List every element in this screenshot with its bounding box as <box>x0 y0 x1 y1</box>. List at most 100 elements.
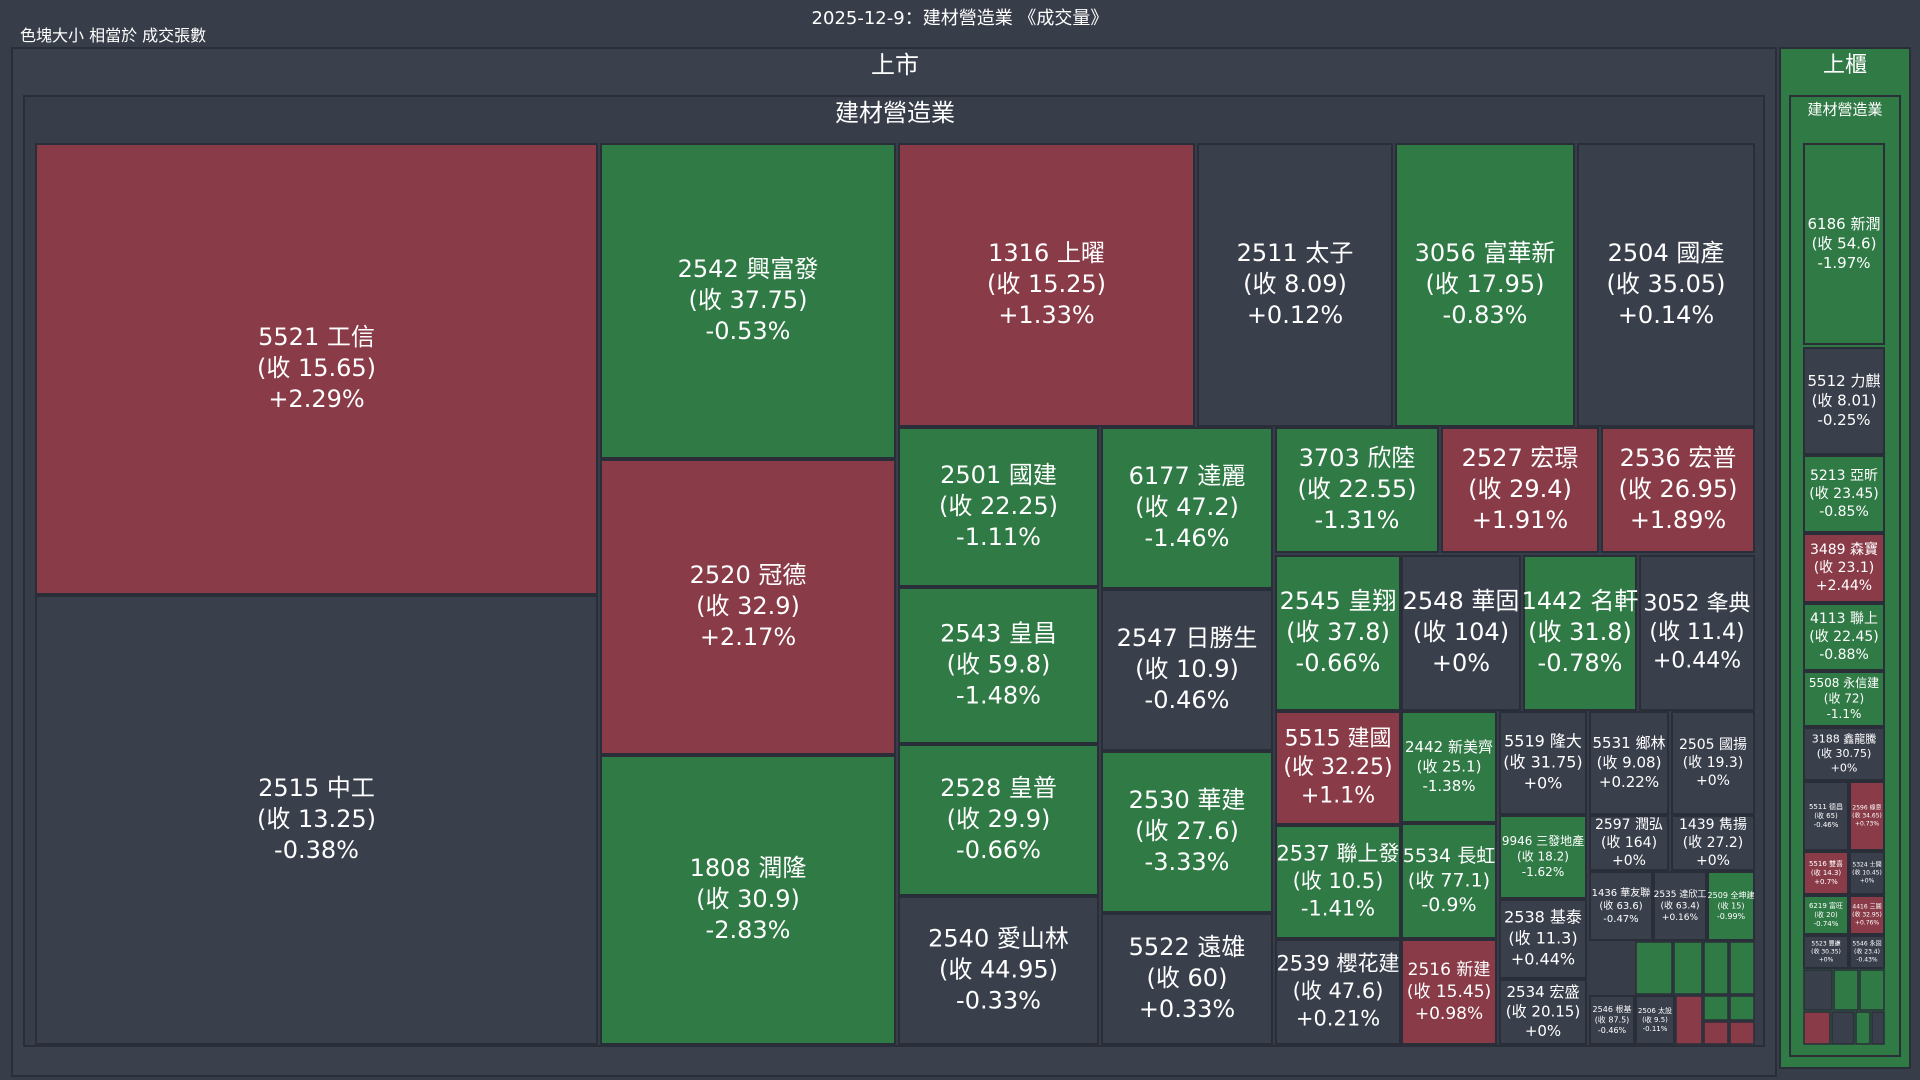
tile-change: -0.66% <box>1296 649 1381 677</box>
tile-rect <box>1101 427 1273 589</box>
tile-name: 5531 鄉林 <box>1593 734 1666 752</box>
tile-2528: 2528 皇普 (收 29.9) -0.66% <box>898 744 1099 896</box>
tile-rect <box>600 459 896 755</box>
tile-rect <box>898 587 1099 744</box>
tile-change: -1.31% <box>1315 506 1400 534</box>
tile-2540: 2540 愛山林 (收 44.95) -0.33% <box>898 896 1099 1045</box>
tile-2542: 2542 興富發 (收 37.75) -0.53% <box>600 143 896 459</box>
tile-change: -2.83% <box>706 916 791 944</box>
tile-rect <box>1653 871 1707 941</box>
tile-change: +2.44% <box>1816 578 1872 594</box>
tile-rect <box>1803 347 1885 455</box>
tile-change: +1.89% <box>1630 506 1726 534</box>
tile-rect <box>1275 711 1401 825</box>
tile-close: (收 27.2) <box>1683 835 1744 851</box>
tile-close: (收 34.65) <box>1852 812 1882 820</box>
tile-name: 3703 欣陸 <box>1299 444 1416 472</box>
tile-name: 2543 皇昌 <box>940 619 1057 647</box>
tile-rect <box>1577 143 1755 427</box>
tile-name: 6186 新潤 <box>1808 215 1881 233</box>
tile-close: (收 23.4) <box>1854 948 1880 956</box>
tile-name: 5519 隆大 <box>1504 732 1582 751</box>
tile-2536: 2536 宏普 (收 26.95) +1.89% <box>1601 427 1755 553</box>
tile-name: 2520 冠德 <box>690 561 807 589</box>
tile-close: (收 22.25) <box>939 492 1058 520</box>
tile-6219: 6219 富旺(收 20)-0.74% <box>1803 895 1849 935</box>
tile-rect <box>1401 939 1497 1045</box>
tile-close: (收 10.9) <box>1135 655 1239 683</box>
tile-change: -0.53% <box>706 317 791 345</box>
tile-rect <box>1639 555 1755 711</box>
tile-close: (收 11.4) <box>1649 620 1744 645</box>
tile-5546: 5546 永固(收 23.4)-0.43% <box>1849 935 1885 969</box>
tile-name: 2542 興富發 <box>678 255 819 283</box>
tile-change: -0.74% <box>1814 920 1839 928</box>
tile-change: -1.97% <box>1817 254 1870 272</box>
tile-rect <box>600 143 896 459</box>
tile-name: 2548 華固 <box>1403 587 1520 615</box>
tile-close: (收 22.45) <box>1809 629 1878 645</box>
tile-change: -0.11% <box>1643 1025 1668 1033</box>
tile-close: (收 87.5) <box>1595 1015 1630 1025</box>
tile-5523: 5523 豐謙(收 30.35)+0% <box>1803 935 1849 969</box>
tile-rect <box>1849 781 1885 851</box>
tile-change: -0.78% <box>1538 649 1623 677</box>
tile-close: (收 29.4) <box>1468 475 1572 503</box>
tile-change: -0.99% <box>1717 912 1746 921</box>
tile-2511: 2511 太子 (收 8.09) +0.12% <box>1197 143 1393 427</box>
tile-name: 1808 潤隆 <box>690 854 807 882</box>
tile-close: (收 59.8) <box>947 651 1051 679</box>
tile-rect <box>1803 727 1885 781</box>
tile-name: 2528 皇普 <box>940 774 1057 802</box>
tile-change: -1.1% <box>1827 707 1862 721</box>
market-header-twse: 上市 <box>871 51 919 79</box>
tile-change: +0% <box>1432 649 1490 677</box>
tile-2515: 2515 中工 (收 13.25) -0.38% <box>35 595 598 1045</box>
tile-name: 5512 力麒 <box>1808 372 1881 390</box>
tile-3703: 3703 欣陸 (收 22.55) -1.31% <box>1275 427 1439 553</box>
tile-rect <box>898 143 1195 427</box>
tile-change: -0.38% <box>274 836 359 864</box>
tile-5511: 5511 德昌(收 65)-0.46% <box>1803 781 1849 851</box>
tile-change: -1.11% <box>956 523 1041 551</box>
tile-rect <box>35 143 598 595</box>
sector-header-tpex: 建材營造業 <box>1807 101 1882 119</box>
tile-9946: 9946 三發地產 (收 18.2)-1.62% <box>1499 815 1587 899</box>
tile-change: +0% <box>1831 761 1858 774</box>
tile-2442: 2442 新美齊 (收 25.1)-1.38% <box>1401 711 1497 823</box>
tile-rect <box>1395 143 1575 427</box>
tile-rect <box>1275 555 1401 711</box>
tile-small <box>1703 1021 1729 1045</box>
tile-rect <box>1803 533 1885 603</box>
tile-change: +0.44% <box>1511 949 1575 968</box>
tile-change: -0.46% <box>1145 686 1230 714</box>
tile-1439: 1439 雋揚 (收 27.2) +0% <box>1671 815 1755 871</box>
tile-2547: 2547 日勝生 (收 10.9) -0.46% <box>1101 589 1273 751</box>
tile-close: (收 26.95) <box>1618 475 1737 503</box>
tile-close: (收 32.9) <box>696 592 800 620</box>
tile-close: (收 30.75) <box>1817 746 1872 760</box>
tile-1442: 1442 名軒 (收 31.8) -0.78% <box>1522 555 1638 711</box>
tile-5324: 5324 士開(收 10.45)+0% <box>1849 851 1885 895</box>
tile-change: -0.85% <box>1819 504 1869 520</box>
tile-rect <box>1803 935 1849 969</box>
tile-name: 2536 宏普 <box>1620 444 1737 472</box>
tile-close: (收 54.6) <box>1812 235 1877 253</box>
tile-change: +0% <box>1612 853 1646 869</box>
tile-rect <box>1803 781 1849 851</box>
tile-name: 5508 永信建 <box>1809 676 1879 690</box>
tile-name: 2442 新美齊 <box>1405 738 1493 756</box>
tile-5522: 5522 遠雄 (收 60) +0.33% <box>1101 913 1273 1045</box>
tile-close: (收 9.08) <box>1597 754 1662 772</box>
tile-change: +0.33% <box>1139 995 1235 1023</box>
tile-close: (收 15.65) <box>257 354 376 382</box>
tile-rect <box>1849 895 1885 935</box>
tile-close: (收 63.4) <box>1661 900 1700 912</box>
tile-close: (收 63.6) <box>1599 899 1642 912</box>
tile-close: (收 8.09) <box>1243 270 1347 298</box>
tile-change: +0% <box>1696 853 1730 869</box>
tile-name: 5546 永固 <box>1852 940 1881 948</box>
tile-close: (收 19.3) <box>1683 755 1744 771</box>
tile-rect <box>1589 871 1653 941</box>
